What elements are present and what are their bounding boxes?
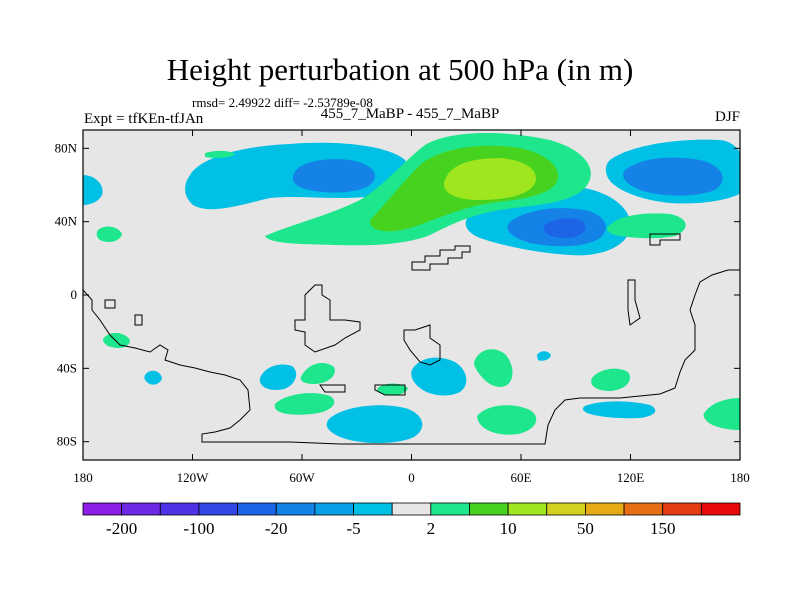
colorbar-box <box>275 502 316 516</box>
contour-negative-arctic-core <box>623 157 723 196</box>
lon-tick-label: 180 <box>73 470 93 485</box>
colorbar-box <box>159 502 200 516</box>
longitude-axis: 180 120W 60W 0 60E 120E 180 <box>73 130 750 485</box>
colorbar-label: -20 <box>265 519 288 538</box>
season-label: DJF <box>714 109 740 125</box>
contour-negative-s4 <box>411 357 467 396</box>
colorbar-box <box>546 502 586 516</box>
colorbar-box <box>314 502 354 516</box>
colorbar-label: -100 <box>183 519 214 538</box>
lon-tick-label: 120E <box>617 470 645 485</box>
colorbar-label: -200 <box>106 519 137 538</box>
contour-positive-s8 <box>703 398 740 430</box>
colorbar-box <box>507 502 548 516</box>
colorbar-box <box>623 502 664 516</box>
colorbar-label: 150 <box>650 519 676 538</box>
coastline-antarctic-piece <box>319 384 346 393</box>
contour-positive-eurasia-core <box>444 158 536 200</box>
colorbar-label: 50 <box>577 519 594 538</box>
contour-positive-s3 <box>274 393 335 415</box>
colorbar-box <box>585 502 625 516</box>
colorbar-label: 2 <box>427 519 436 538</box>
coastline-south-america-north <box>83 269 740 445</box>
contour-negative-s5 <box>537 351 551 361</box>
colorbar-label: 10 <box>500 519 517 538</box>
plot-title: Height perturbation at 500 hPa (in m) <box>166 52 634 87</box>
colorbar-box <box>391 502 432 516</box>
contour-positive-s6 <box>477 405 537 435</box>
contour-negative-s2 <box>259 364 297 390</box>
lon-tick-label: 0 <box>408 470 415 485</box>
colorbar-box <box>469 502 509 516</box>
colorbar: -200 -100 -20 -5 2 10 50 150 <box>82 502 741 538</box>
lat-tick-label: 0 <box>71 287 78 302</box>
contour-positive-s5 <box>474 349 513 387</box>
coastline-india <box>403 324 441 366</box>
coastlines <box>83 233 740 445</box>
colorbar-box <box>82 502 123 516</box>
contour-positive-s7 <box>591 368 630 391</box>
stats-text: rmsd= 2.49922 diff= -2.53789e-08 <box>192 95 373 110</box>
contour-positive-asia-east <box>607 213 686 239</box>
contour-positive-s2 <box>300 363 335 384</box>
lat-tick-label: 40N <box>55 214 78 229</box>
coastline-east-asia <box>649 233 681 246</box>
lon-tick-label: 60E <box>511 470 532 485</box>
coastline-east-piece <box>627 279 641 326</box>
latitude-axis: 80N 40N 0 40S 80S <box>55 140 740 449</box>
contour-positive-s4 <box>377 383 408 396</box>
contour-positive-s1 <box>103 332 130 348</box>
contour-negative-s1 <box>144 370 162 385</box>
colorbar-box <box>198 502 238 516</box>
contour-negative-north-pacific-core <box>292 159 376 193</box>
colorbar-box <box>700 502 741 516</box>
lat-tick-label: 80S <box>57 434 77 449</box>
colorbar-box <box>662 502 702 516</box>
contour-negative-asia-core <box>543 218 586 238</box>
coastline-mid-piece <box>374 384 406 396</box>
colorbar-box <box>430 502 470 516</box>
coastline-west-piece <box>104 299 143 326</box>
lat-tick-label: 80N <box>55 140 78 155</box>
case-label: 455_7_MaBP - 455_7_MaBP <box>320 106 500 122</box>
colorbar-box <box>353 502 393 516</box>
coastline-africa <box>294 284 361 353</box>
lon-tick-label: 60W <box>289 470 315 485</box>
lon-tick-label: 180 <box>730 470 750 485</box>
contour-negative-s3 <box>326 405 423 444</box>
lon-tick-label: 120W <box>177 470 210 485</box>
experiment-label: Expt = tfKEn-tfJAn <box>84 111 204 127</box>
contour-positive-small-north <box>205 150 235 158</box>
contour-positive-west-pacific <box>96 226 122 242</box>
coastline-eurasia-south <box>411 245 471 271</box>
colorbar-box <box>121 502 161 516</box>
colorbar-label: -5 <box>346 519 360 538</box>
contour-negative-s6 <box>582 401 656 419</box>
contour-fills <box>83 133 740 444</box>
contour-negative-west-edge <box>83 175 103 205</box>
colorbar-box <box>237 502 277 516</box>
lat-tick-label: 40S <box>57 360 77 375</box>
